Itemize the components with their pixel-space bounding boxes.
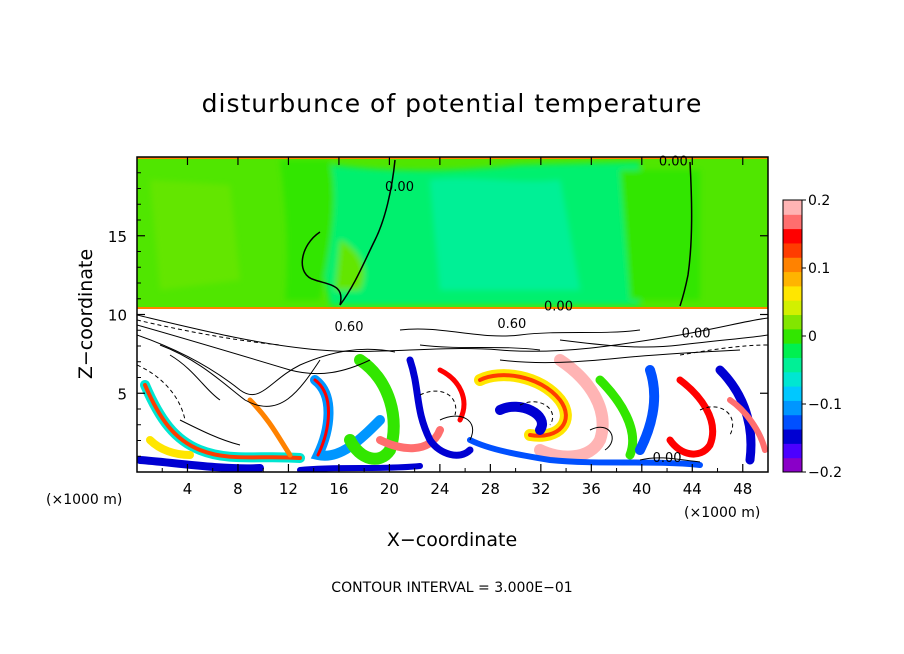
x-unit-label-left: (×1000 m): [46, 492, 122, 508]
x-tick-label: 48: [733, 480, 752, 498]
plot-area: [137, 157, 768, 472]
contour-labels: 0.00 0.00 0.00 0.60 0.60 0.00 0.00: [335, 155, 711, 466]
contour-label: 0.00: [653, 451, 682, 466]
contour-label: 0.00: [682, 326, 711, 341]
contour-label: 0.60: [335, 320, 364, 335]
colorbar-swatch: [783, 314, 802, 330]
contour-label: 0.00: [385, 180, 414, 195]
x-unit-label-right: (×1000 m): [684, 505, 760, 521]
colorbar-ticks: 0.2 0.1 0 −0.1 −0.2: [802, 193, 842, 481]
contour-label: 0.00: [544, 300, 573, 315]
colorbar-swatch: [783, 386, 802, 401]
colorbar-swatch: [783, 357, 802, 373]
x-tick-label: 32: [531, 480, 550, 498]
colorbar-tick-label: 0.2: [808, 193, 830, 209]
colorbar-swatch: [783, 228, 802, 244]
zero-contours: [301, 159, 693, 307]
y-tick-label: 5: [117, 385, 127, 403]
colorbar-swatch: [783, 271, 802, 287]
x-tick-label: 36: [582, 480, 601, 498]
x-axis: 4 8 12 16 20 24 28 32 36 40 44 48: [161, 157, 752, 498]
chart-title: disturbunce of potential temperature: [202, 89, 703, 118]
x-tick-label: 40: [632, 480, 651, 498]
colorbar-swatch: [783, 457, 802, 473]
colorbar-swatch: [783, 343, 802, 358]
y-tick-label: 10: [108, 307, 127, 325]
colorbar-swatch: [783, 242, 802, 258]
colorbar-tick-label: 0.1: [808, 261, 830, 277]
x-tick-label: 20: [380, 480, 399, 498]
x-tick-label: 24: [430, 480, 449, 498]
colorbar-tick-label: 0: [808, 329, 817, 345]
contour-interval-note: CONTOUR INTERVAL = 3.000E−01: [331, 580, 572, 596]
colorbar-tick-label: −0.1: [808, 397, 842, 413]
colorbar-swatch: [783, 257, 802, 273]
colorbar: [783, 200, 802, 473]
x-axis-label: X−coordinate: [387, 529, 517, 551]
colorbar-swatch: [783, 214, 802, 230]
colorbar-tick-label: −0.2: [808, 465, 842, 481]
x-tick-label: 8: [233, 480, 243, 498]
colorbar-swatch: [783, 443, 802, 459]
lower-layer-background: [137, 309, 768, 472]
colorbar-swatch: [783, 414, 802, 430]
colorbar-swatch: [783, 328, 802, 344]
y-tick-label: 15: [108, 228, 127, 246]
colorbar-swatch: [783, 200, 802, 215]
colorbar-swatch: [783, 429, 802, 444]
x-tick-label: 44: [683, 480, 702, 498]
contour-label: 0.00: [659, 155, 688, 170]
x-tick-label: 28: [481, 480, 500, 498]
colorbar-swatch: [783, 400, 802, 416]
contour-label: 0.60: [497, 317, 526, 332]
x-tick-label: 4: [183, 480, 193, 498]
colorbar-swatch: [783, 285, 802, 301]
x-tick-label: 12: [279, 480, 298, 498]
colorbar-swatch: [783, 300, 802, 316]
y-axis-label: Z−coordinate: [75, 249, 97, 379]
lower-layer-field: [137, 314, 768, 472]
colorbar-swatch: [783, 371, 802, 387]
x-tick-label: 16: [329, 480, 348, 498]
y-axis: 5 10 15: [108, 172, 768, 457]
